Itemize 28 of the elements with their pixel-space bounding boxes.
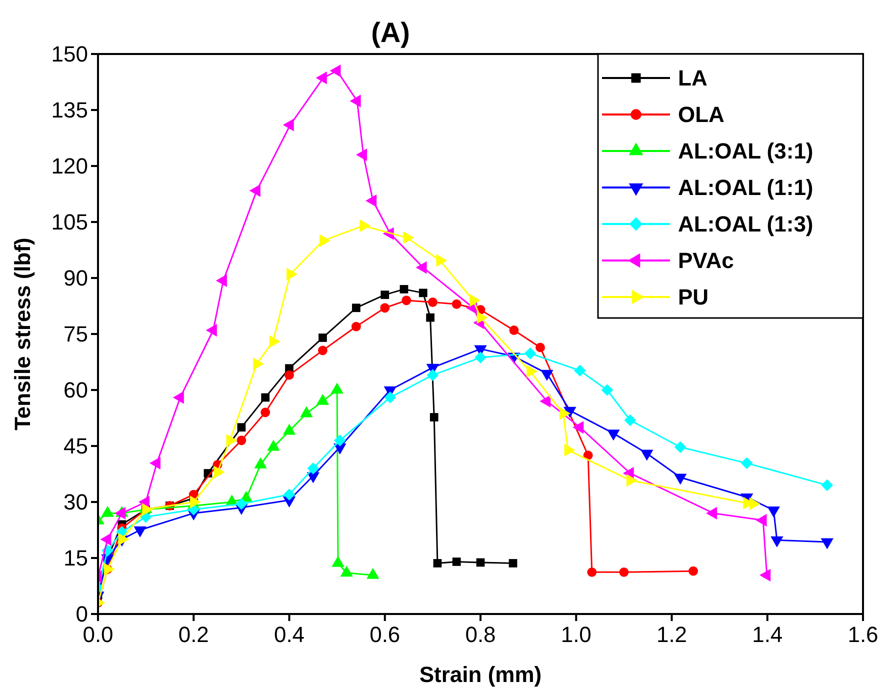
legend-label: AL:OAL (1:3) — [678, 212, 814, 237]
y-tick-label: 75 — [64, 322, 88, 347]
legend-label: AL:OAL (1:1) — [678, 175, 814, 200]
x-tick-label: 0.4 — [274, 622, 305, 647]
y-tick-label: 105 — [51, 210, 88, 235]
y-tick-label: 135 — [51, 98, 88, 123]
y-tick-label: 150 — [51, 42, 88, 67]
legend-label: OLA — [678, 102, 725, 128]
y-tick-label: 90 — [64, 266, 88, 291]
x-axis-title: Strain (mm) — [419, 662, 542, 687]
x-tick-label: 0.6 — [370, 622, 400, 647]
y-tick-label: 30 — [64, 490, 88, 515]
x-tick-label: 0.8 — [465, 622, 496, 647]
chart-title: (A) — [371, 17, 410, 48]
y-tick-label: 15 — [64, 546, 88, 571]
y-axis-title: Tensile stress (lbf) — [10, 238, 35, 430]
x-tick-label: 0.2 — [178, 622, 209, 647]
x-tick-label: 1.2 — [656, 622, 688, 647]
y-tick-label: 120 — [51, 154, 88, 179]
legend-label: AL:OAL (3:1) — [678, 138, 814, 164]
x-tick-label: 1.4 — [752, 622, 783, 647]
y-tick-label: 45 — [64, 434, 88, 459]
legend-label: PU — [678, 284, 709, 310]
x-tick-label: 1.0 — [560, 622, 592, 647]
y-tick-label: 60 — [64, 378, 88, 403]
x-tick-label: 1.6 — [848, 622, 878, 647]
legend-label: LA — [678, 66, 708, 91]
legend-label: PVAc — [678, 248, 734, 274]
